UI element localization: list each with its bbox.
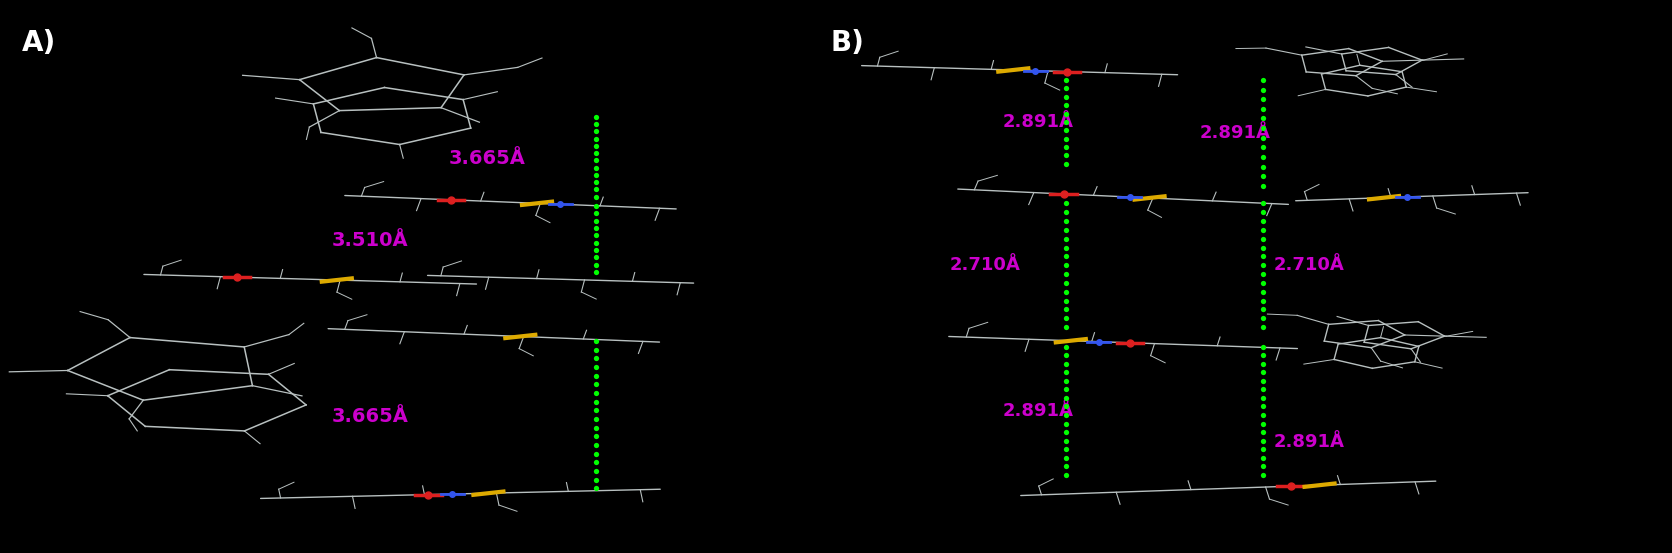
Text: 2.891Å: 2.891Å: [1200, 124, 1271, 143]
Text: 2.710Å: 2.710Å: [950, 257, 1020, 274]
Text: 3.510Å: 3.510Å: [333, 231, 408, 251]
Text: B): B): [831, 29, 864, 57]
Text: A): A): [22, 29, 55, 57]
Text: 2.891Å: 2.891Å: [1274, 432, 1344, 451]
Text: 2.891Å: 2.891Å: [1003, 401, 1073, 420]
Text: 3.665Å: 3.665Å: [448, 149, 525, 168]
Text: 2.891Å: 2.891Å: [1003, 113, 1073, 132]
Text: 2.710Å: 2.710Å: [1274, 257, 1344, 274]
Text: 3.665Å: 3.665Å: [333, 408, 408, 426]
